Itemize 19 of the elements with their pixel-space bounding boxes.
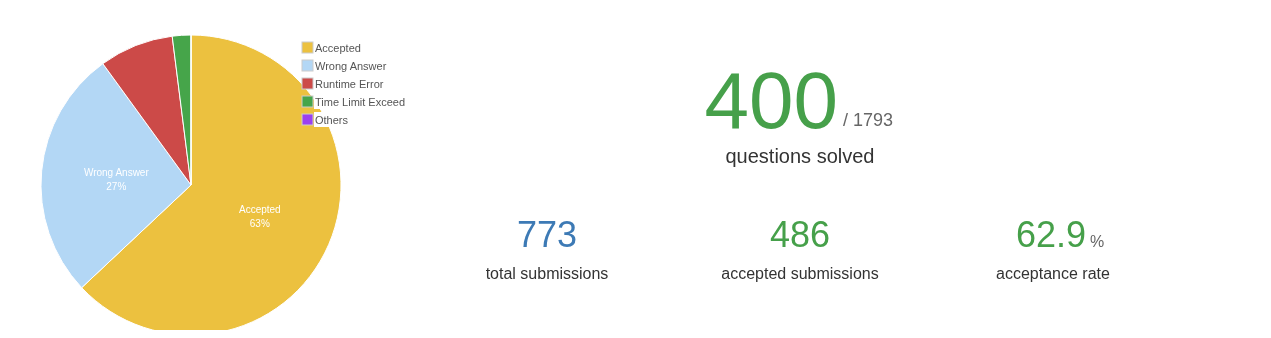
legend-label: Others (315, 114, 349, 126)
text: 400 (704, 56, 838, 145)
slice-label: Wrong Answer (83, 166, 150, 178)
legend-label: Runtime Error (315, 78, 384, 90)
text: / 1793 (843, 110, 894, 130)
data-label: 63% (249, 217, 270, 229)
text: questions solved (725, 145, 875, 167)
legend-label: Wrong Answer (315, 60, 387, 72)
text: % (1090, 233, 1105, 250)
text: 773 (516, 214, 578, 255)
text: acceptance rate (996, 265, 1111, 282)
legend-label: Accepted (315, 42, 361, 54)
legend-label: Time Limit Exceed (315, 96, 406, 108)
slice-label: Accepted (238, 203, 281, 215)
text: 62.9 (1015, 214, 1086, 255)
data-label: 27% (106, 180, 127, 192)
text: 486 (769, 214, 831, 255)
text: total submissions (485, 265, 609, 282)
text: accepted submissions (721, 265, 879, 282)
